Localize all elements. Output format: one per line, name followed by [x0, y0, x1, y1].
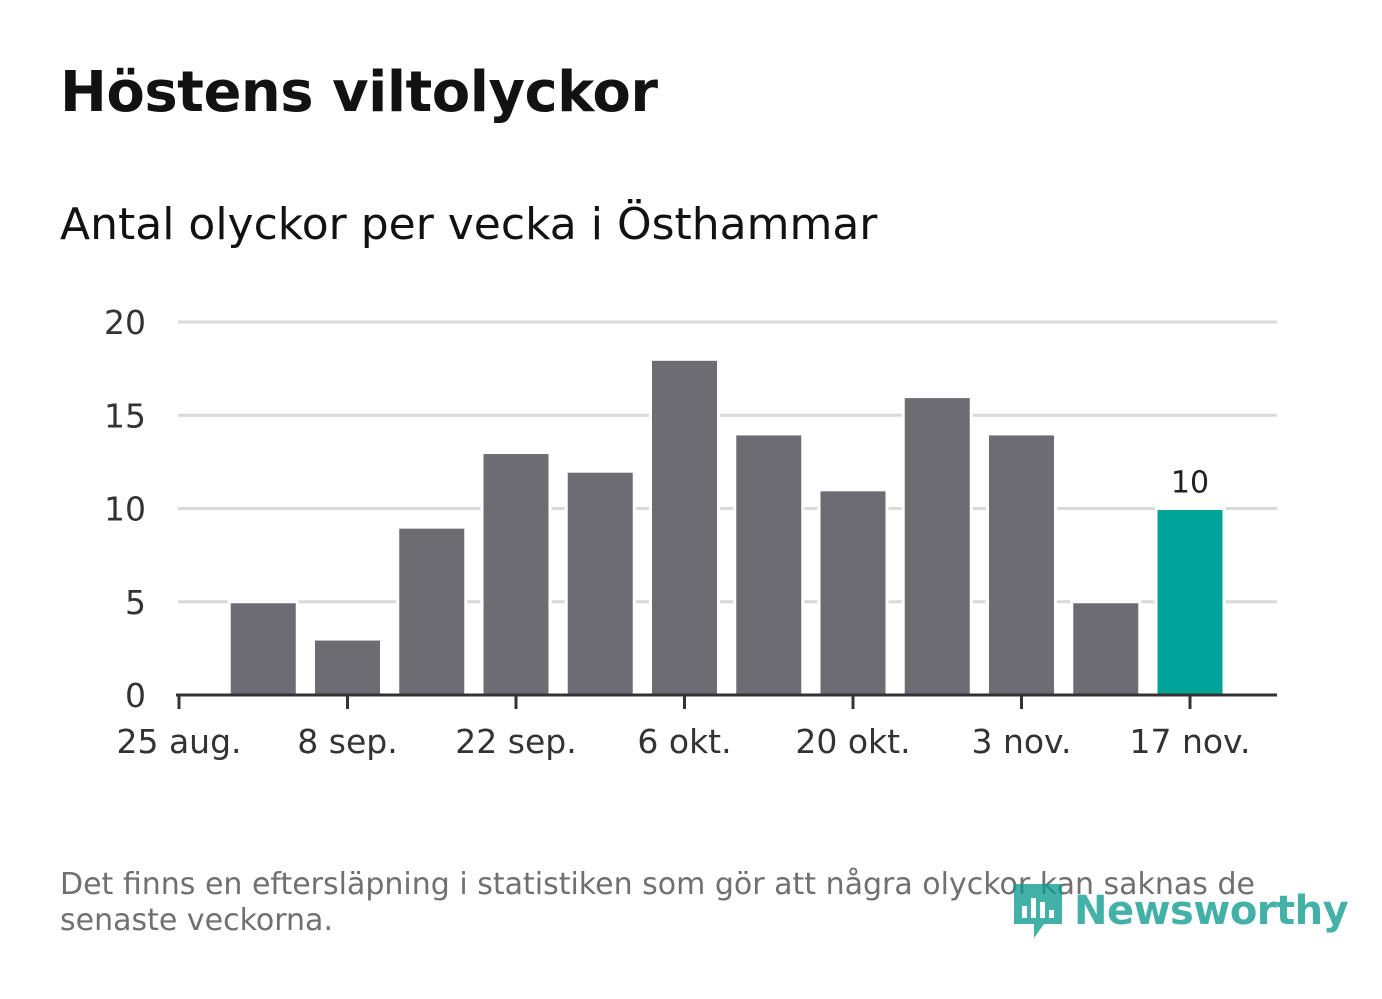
y-tick-label: 15 — [104, 396, 146, 435]
brand-name: Newsworthy — [1074, 888, 1349, 934]
bars — [227, 357, 1226, 697]
grid-lines — [178, 320, 1277, 604]
bar — [564, 469, 636, 697]
bar — [817, 488, 889, 697]
x-axis: 25 aug. 8 sep. 22 sep. 6 okt. 20 okt. 3 nov. 1… — [116, 693, 1277, 761]
x-tick-label: 6 okt. — [637, 722, 731, 761]
x-tick-label: 3 nov. — [971, 722, 1071, 761]
bar — [227, 600, 299, 697]
chart-subtitle: Antal olyckor per vecka i Östhammar — [60, 199, 878, 250]
bar — [733, 432, 805, 697]
data-label: 10 — [1171, 466, 1209, 501]
bar — [986, 432, 1057, 697]
x-tick-label: 8 sep. — [297, 722, 397, 761]
x-tick-label: 22 sep. — [455, 722, 576, 761]
x-tick-label: 25 aug. — [116, 722, 241, 761]
newsworthy-logo: Newsworthy — [1010, 880, 1349, 942]
x-tick-label: 20 okt. — [795, 722, 910, 761]
bar — [480, 451, 552, 697]
y-tick-label: 10 — [104, 490, 146, 529]
bar — [1154, 507, 1226, 697]
y-tick-label: 0 — [125, 676, 146, 715]
data-labels: 10 — [1171, 466, 1209, 501]
y-axis-labels: 0 5 10 15 20 — [104, 303, 146, 715]
y-tick-label: 5 — [125, 583, 146, 622]
newsworthy-logo-icon — [1014, 884, 1062, 938]
x-tick-label: 17 nov. — [1129, 722, 1250, 761]
bar — [901, 395, 973, 697]
bar — [649, 357, 720, 697]
bar — [312, 637, 383, 697]
bar — [1070, 600, 1142, 697]
chart-title: Höstens viltolyckor — [60, 60, 658, 125]
bar — [396, 525, 468, 697]
y-tick-label: 20 — [104, 303, 146, 342]
